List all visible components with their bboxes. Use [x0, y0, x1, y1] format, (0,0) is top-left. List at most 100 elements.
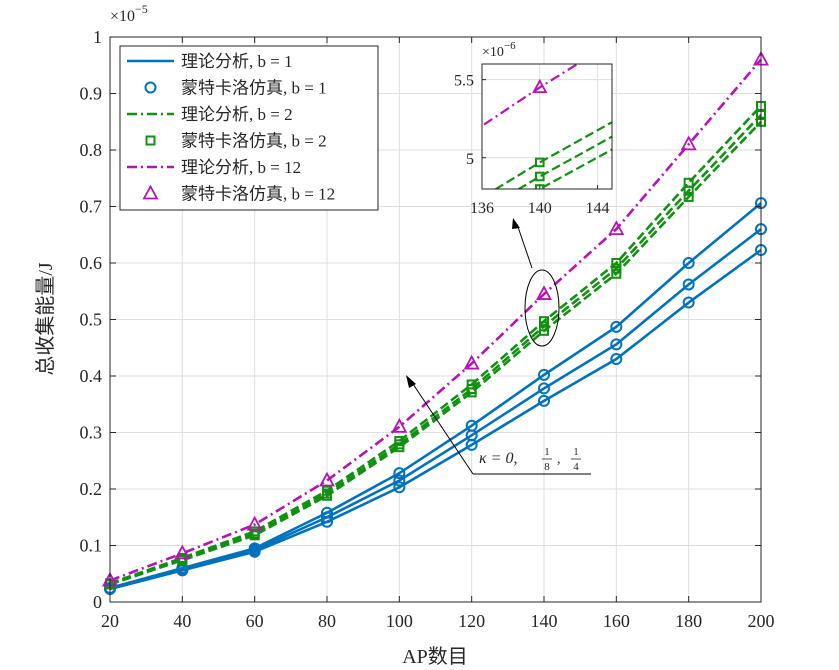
series-line [109, 120, 762, 586]
y-axis-label: 总收集能量/J [34, 262, 57, 376]
inset-x-tick-label: 140 [528, 200, 552, 217]
inset-x-tick-label: 144 [586, 200, 610, 217]
y-tick-label: 0 [93, 592, 102, 612]
x-tick-label: 80 [318, 611, 336, 631]
inset-y-tick-label: 5 [466, 151, 474, 168]
legend-item: 蒙特卡洛仿真, b = 1 [144, 79, 327, 98]
kappa-comma: , [557, 452, 561, 467]
series-line [109, 248, 762, 591]
marker-square [394, 442, 405, 453]
x-tick-label: 180 [675, 611, 702, 631]
legend-item: 蒙特卡洛仿真, b = 2 [145, 132, 327, 151]
y-tick-label: 0.5 [80, 310, 103, 330]
y-tick-label: 0.1 [80, 536, 103, 556]
marker-square [177, 555, 188, 566]
inset-exponent-label: ×10−6 [482, 40, 516, 60]
inset-area [482, 64, 612, 189]
legend-label: 理论分析, b = 1 [181, 52, 293, 71]
y-tick-label: 0.9 [80, 84, 103, 104]
kappa-arrow [410, 380, 474, 475]
x-tick-label: 100 [386, 611, 413, 631]
series-line [109, 228, 762, 590]
marker-circle [465, 438, 478, 451]
marker-square [322, 490, 332, 501]
marker-circle [144, 81, 157, 94]
x-tick-label: 140 [531, 611, 558, 631]
x-tick-label: 60 [246, 611, 264, 631]
marker-circle [393, 467, 406, 480]
marker-circle [610, 320, 623, 333]
y-tick-label: 0.2 [80, 479, 103, 499]
series-line [109, 202, 762, 590]
marker-circle [538, 382, 550, 395]
legend: 理论分析, b = 1 蒙特卡洛仿真, b = 1 理论分析, b = 2 蒙特卡洛仿… [119, 45, 379, 211]
marker-triangle [535, 285, 553, 300]
inset-ticks: 136 140 144 5 5.5 [454, 73, 610, 217]
series-line [109, 105, 762, 585]
legend-label: 蒙特卡洛仿真, b = 2 [181, 132, 327, 151]
tick-layer: 20 40 60 80 100 120 140 160 180 200 0 0.1 0.2 0.3 0.4 0… [80, 27, 775, 631]
marker-circle [682, 278, 695, 291]
series-layer [101, 50, 770, 596]
kappa-fraction-1-den: 8 [544, 461, 550, 473]
marker-triangle [680, 135, 697, 151]
x-tick-label: 200 [748, 611, 775, 631]
marker-triangle [174, 544, 191, 560]
marker-circle [393, 481, 406, 494]
legend-label: 理论分析, b = 2 [181, 105, 293, 124]
y-tick-label: 0.4 [80, 366, 103, 386]
zoom-arrow-head [512, 218, 520, 229]
inset-x-tick-label: 136 [470, 200, 494, 217]
kappa-text: κ = 0, [479, 450, 517, 467]
legend-label: 理论分析, b = 12 [181, 158, 301, 177]
legend-box [119, 45, 379, 211]
marker-triangle [463, 354, 480, 370]
y-tick-label: 0.8 [80, 140, 103, 160]
y-tick-label: 1 [93, 27, 102, 47]
marker-circle [538, 394, 550, 407]
inset-frame [481, 63, 613, 190]
zoom-ellipse [524, 269, 560, 347]
marker-circle [248, 545, 261, 558]
marker-square [539, 325, 549, 336]
legend-item: 理论分析, b = 1 [127, 52, 293, 71]
y-tick-label: 0.7 [80, 197, 103, 217]
kappa-fraction-2-den: 4 [573, 461, 579, 473]
inset-series-line [482, 64, 580, 128]
y-exponent-label: ×10−5 [110, 2, 148, 25]
x-tick-label: 20 [101, 611, 119, 631]
marker-square [611, 268, 622, 279]
marker-square [145, 135, 156, 146]
marker-square [683, 191, 694, 202]
legend-item: 理论分析, b = 12 [127, 158, 301, 177]
legend-item: 理论分析, b = 2 [127, 105, 293, 124]
legend-label: 蒙特卡洛仿真, b = 1 [181, 79, 327, 98]
marker-circle [682, 257, 695, 269]
marker-circle [610, 353, 623, 366]
marker-triangle [391, 417, 408, 433]
legend-item: 蒙特卡洛仿真, b = 12 [142, 184, 335, 204]
zoom-arrow [516, 223, 533, 269]
marker-triangle [532, 78, 548, 94]
marker-circle [610, 338, 623, 351]
kappa-annotation: κ = 0, 1 8 , 1 4 [479, 446, 581, 473]
legend-label: 蒙特卡洛仿真, b = 12 [181, 185, 335, 204]
marker-triangle [142, 184, 159, 200]
marker-triangle [608, 220, 625, 236]
series-b1-kappa-2 [104, 244, 767, 596]
marker-square [534, 171, 545, 182]
kappa-fraction-2-num: 1 [573, 446, 579, 458]
marker-circle [538, 368, 550, 381]
kappa-arrow-head [406, 375, 416, 388]
marker-circle [682, 296, 695, 309]
marker-square [683, 185, 694, 196]
marker-circle [321, 515, 333, 528]
marker-triangle [246, 515, 263, 531]
x-axis-label: AP数目 [402, 645, 468, 668]
series-line [109, 114, 762, 586]
inset-y-tick-label: 5.5 [454, 73, 474, 90]
marker-circle [176, 564, 189, 577]
y-tick-label: 0.6 [80, 253, 103, 273]
x-tick-label: 40 [173, 611, 191, 631]
